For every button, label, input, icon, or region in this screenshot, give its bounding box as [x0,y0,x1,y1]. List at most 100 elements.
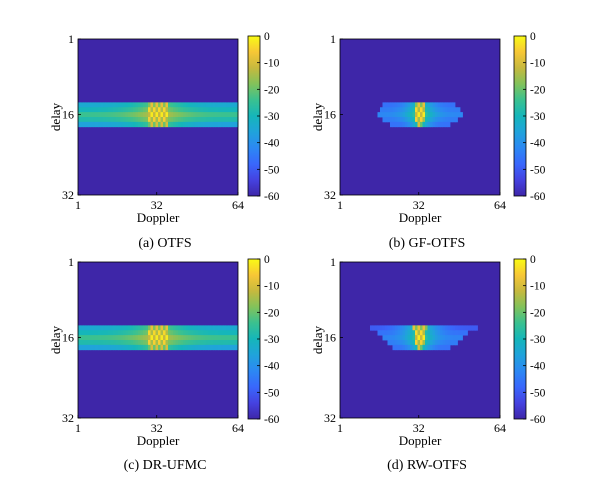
heatmap-cell [392,335,396,341]
heatmap-cell [168,121,171,128]
x-axis-label: Doppler [137,433,180,448]
y-tick-label: 16 [324,330,336,344]
heatmap-cell [392,330,396,336]
heatmap-cell [208,102,211,108]
heatmap-cell [213,102,216,108]
heatmap-cell [372,325,376,331]
heatmap-cell [233,344,236,351]
x-tick-label: 32 [413,198,425,212]
heatmap-cell [80,117,84,123]
heatmap-cell [395,121,398,128]
heatmap-cell [427,330,431,336]
heatmap-cell [430,102,433,108]
heatmap-cell [420,112,423,118]
heatmap-cell [115,117,119,123]
heatmap-cell [400,107,403,113]
heatmap-cell [165,112,169,118]
heatmap-cell [230,335,234,341]
heatmap-cell [130,112,134,118]
heatmap-cell [168,325,171,331]
heatmap-cell [93,344,96,351]
heatmap-cell [133,344,136,351]
heatmap-cell [128,112,131,118]
heatmap-cell [435,112,438,118]
heatmap-cell [100,340,104,346]
heatmap-cell [195,325,199,331]
heatmap-cell [447,117,451,123]
heatmap-cell [173,344,176,351]
heatmap-cell [110,344,114,351]
heatmap-cell [100,117,104,123]
heatmap-cell [188,335,191,341]
heatmap-cell [178,344,181,351]
heatmap-cell [203,325,206,331]
heatmap-cell [235,102,239,108]
heatmap-cell [215,344,219,351]
heatmap-cell [412,344,416,351]
heatmap-cell [437,340,441,346]
heatmap-cell [78,340,81,346]
y-tick-label: 1 [68,255,74,269]
heatmap-cell [178,102,181,108]
heatmap-cell [158,344,161,351]
heatmap-cell [460,330,463,336]
colorbar-tick-label: -40 [264,138,280,150]
heatmap-cell [427,112,431,118]
heatmap-cell [98,344,101,351]
heatmap-cell [230,325,234,331]
heatmap-cell [218,344,221,351]
heatmap-cell [173,117,176,123]
heatmap-cell [168,107,171,113]
heatmap-cell [93,121,96,128]
heatmap-cell [205,335,209,341]
heatmap-cell [405,102,408,108]
heatmap-cell [153,121,156,128]
heatmap-cell [100,330,104,336]
heatmap-cell [110,330,114,336]
heatmap-cell [457,335,461,341]
heatmap-cell [392,325,396,331]
heatmap-cell [405,117,408,123]
heatmap-cell [150,325,154,331]
heatmap-cell [120,117,124,123]
heatmap-cell [125,102,129,108]
heatmap-cell [88,121,91,128]
heatmap-cell [435,107,438,113]
heatmap-cell [445,325,448,331]
heatmap-cell [188,121,191,128]
heatmap-cell [420,121,423,128]
heatmap-cell [455,112,458,118]
heatmap-cell [193,335,196,341]
heatmap-cell [90,112,94,118]
heatmap-cell [208,107,211,113]
heatmap-cell [412,121,416,128]
heatmap-cell [377,325,381,331]
heatmap-cell [90,117,94,123]
heatmap-cell [155,112,159,118]
heatmap-cell [405,112,408,118]
colorbar [248,36,260,196]
heatmap-cell [103,102,106,108]
heatmap-cell [445,344,448,351]
heatmap-cell [422,325,426,331]
heatmap-cell [233,325,236,331]
heatmap-cell [173,112,176,118]
heatmap-cell [103,112,106,118]
heatmap-cell [85,340,89,346]
heatmap-cell [455,107,458,113]
heatmap-cell [442,340,446,346]
heatmap-cell [425,107,428,113]
heatmap-cell [417,112,421,118]
heatmap-cell [98,335,101,341]
heatmap-cell [215,102,219,108]
heatmap-cell [175,325,179,331]
heatmap-cell [130,335,134,341]
heatmap-cell [110,107,114,113]
heatmap-cell [218,107,221,113]
heatmap-cell [200,340,204,346]
heatmap-cell [412,335,416,341]
heatmap-cell [198,117,201,123]
heatmap-cell [93,117,96,123]
heatmap-cell [188,102,191,108]
